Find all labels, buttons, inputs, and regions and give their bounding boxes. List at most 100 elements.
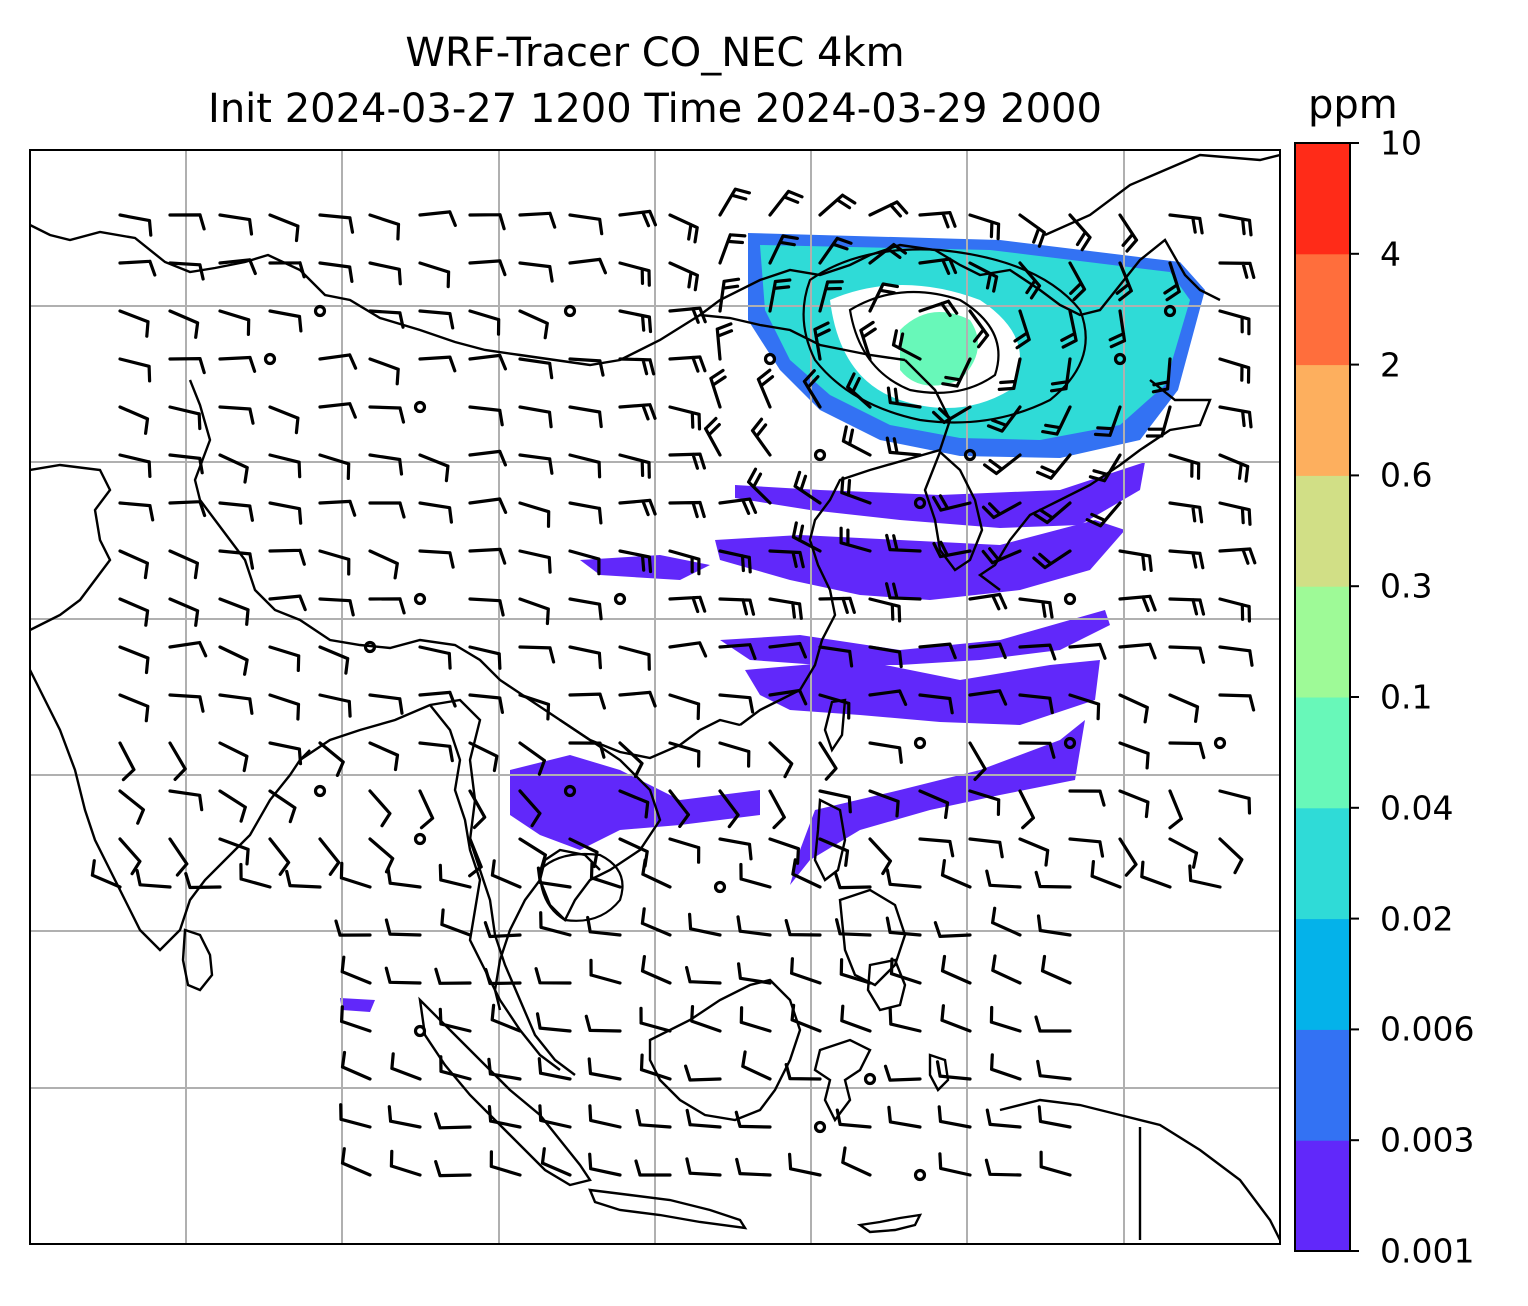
wind-barb bbox=[1218, 309, 1251, 336]
wind-barb bbox=[168, 597, 200, 627]
wind-barb bbox=[389, 1149, 422, 1177]
wind-barb bbox=[538, 1104, 572, 1129]
wind-barb bbox=[184, 872, 222, 890]
wind-barb bbox=[418, 549, 455, 569]
wind-barb bbox=[668, 741, 701, 768]
wind-barb bbox=[784, 919, 822, 937]
wind-barb bbox=[118, 309, 150, 338]
wind-barb bbox=[868, 741, 903, 764]
wind-barb bbox=[968, 789, 1001, 816]
wind-barb bbox=[568, 501, 603, 525]
colorbar-segment bbox=[1295, 918, 1350, 1030]
wind-barb bbox=[768, 549, 805, 569]
wind-barb bbox=[1036, 914, 1072, 937]
wind-barb bbox=[768, 641, 807, 659]
wind-barb bbox=[1068, 261, 1087, 302]
wind-barb bbox=[1068, 642, 1107, 660]
wind-barb bbox=[1168, 837, 1199, 869]
wind-barb bbox=[618, 357, 656, 376]
wind-barb bbox=[985, 1108, 1022, 1129]
wind-barb bbox=[813, 321, 831, 361]
wind-barb bbox=[1085, 501, 1122, 528]
wind-barb bbox=[1036, 1059, 1072, 1081]
wind-barb bbox=[168, 357, 206, 375]
wind-barb bbox=[518, 501, 551, 528]
wind-barb bbox=[1093, 405, 1122, 437]
wind-barb bbox=[840, 476, 872, 505]
wind-barb bbox=[468, 693, 504, 714]
wind-barb bbox=[1140, 860, 1172, 889]
wind-barb bbox=[618, 549, 653, 574]
calm-wind-marker bbox=[763, 352, 777, 366]
wind-barb bbox=[268, 548, 306, 566]
wind-barb bbox=[340, 955, 372, 985]
wind-barb bbox=[318, 741, 345, 777]
coast-java bbox=[588, 1188, 748, 1230]
wind-barb bbox=[618, 309, 653, 334]
wind-barb bbox=[218, 355, 257, 373]
wind-barb bbox=[841, 1146, 872, 1177]
wind-barb bbox=[418, 789, 435, 830]
wind-barb bbox=[989, 1005, 1022, 1033]
map-subtitle: Init 2024-03-27 1200 Time 2024-03-29 200… bbox=[208, 86, 1102, 132]
wind-barb bbox=[885, 533, 922, 553]
wind-barb bbox=[918, 693, 954, 715]
wind-barb bbox=[718, 741, 751, 768]
coast-halmahera bbox=[928, 1053, 950, 1092]
wind-barb bbox=[1088, 453, 1122, 483]
wind-barb bbox=[118, 453, 152, 478]
wind-barb bbox=[839, 526, 872, 553]
wind-barb bbox=[268, 501, 303, 525]
wind-barb bbox=[709, 368, 727, 409]
wind-barb bbox=[390, 1052, 422, 1081]
wind-barb bbox=[718, 693, 755, 714]
wind-barb bbox=[1118, 693, 1149, 724]
wind-barb bbox=[818, 693, 851, 720]
wind-barb bbox=[968, 837, 1004, 859]
coast-myanmar bbox=[429, 704, 561, 1071]
calm-wind-marker bbox=[713, 880, 727, 894]
wind-barb bbox=[318, 402, 357, 419]
coast-sri-lanka bbox=[181, 928, 214, 992]
wind-barb bbox=[802, 369, 822, 409]
wind-barb bbox=[1115, 261, 1133, 302]
wind-barb bbox=[1168, 741, 1206, 760]
calm-wind-marker bbox=[413, 592, 427, 606]
plume-band-7 bbox=[510, 755, 760, 850]
wind-barb bbox=[518, 789, 542, 828]
wind-barb bbox=[468, 645, 502, 670]
wind-barb bbox=[641, 858, 672, 889]
wind-barb bbox=[918, 299, 959, 317]
wind-barb bbox=[318, 693, 352, 718]
wind-barb bbox=[418, 261, 451, 289]
wind-barb bbox=[718, 643, 757, 660]
wind-barb bbox=[268, 789, 297, 824]
wind-barb bbox=[118, 405, 150, 435]
wind-barb bbox=[634, 1159, 672, 1177]
wind-barb bbox=[685, 1157, 722, 1177]
calm-wind-marker bbox=[913, 496, 927, 510]
wind-barb bbox=[118, 549, 149, 580]
wind-barb bbox=[334, 919, 372, 937]
map-title: WRF-Tracer CO_NEC 4km bbox=[405, 30, 905, 76]
wind-barb bbox=[739, 862, 772, 889]
calm-wind-marker bbox=[313, 784, 327, 798]
wind-barb bbox=[568, 549, 601, 576]
wind-barb bbox=[118, 357, 152, 383]
colorbar-tick-label: 0.3 bbox=[1380, 566, 1433, 606]
wind-barb bbox=[818, 280, 844, 313]
wind-barb bbox=[468, 741, 499, 773]
wind-barb bbox=[218, 309, 251, 336]
wind-barb bbox=[986, 405, 1022, 433]
wind-barb bbox=[784, 1063, 822, 1081]
calm-wind-marker bbox=[563, 304, 577, 318]
calm-wind-marker bbox=[563, 784, 577, 798]
coast-himalaya-border bbox=[30, 223, 906, 367]
colorbar bbox=[1294, 142, 1359, 1252]
wind-barb bbox=[218, 837, 250, 866]
coast-tibet-interior bbox=[188, 379, 741, 760]
wind-barb bbox=[518, 693, 551, 721]
wind-barb bbox=[1040, 954, 1072, 985]
wind-barb bbox=[668, 405, 702, 431]
wind-barb bbox=[618, 403, 657, 421]
